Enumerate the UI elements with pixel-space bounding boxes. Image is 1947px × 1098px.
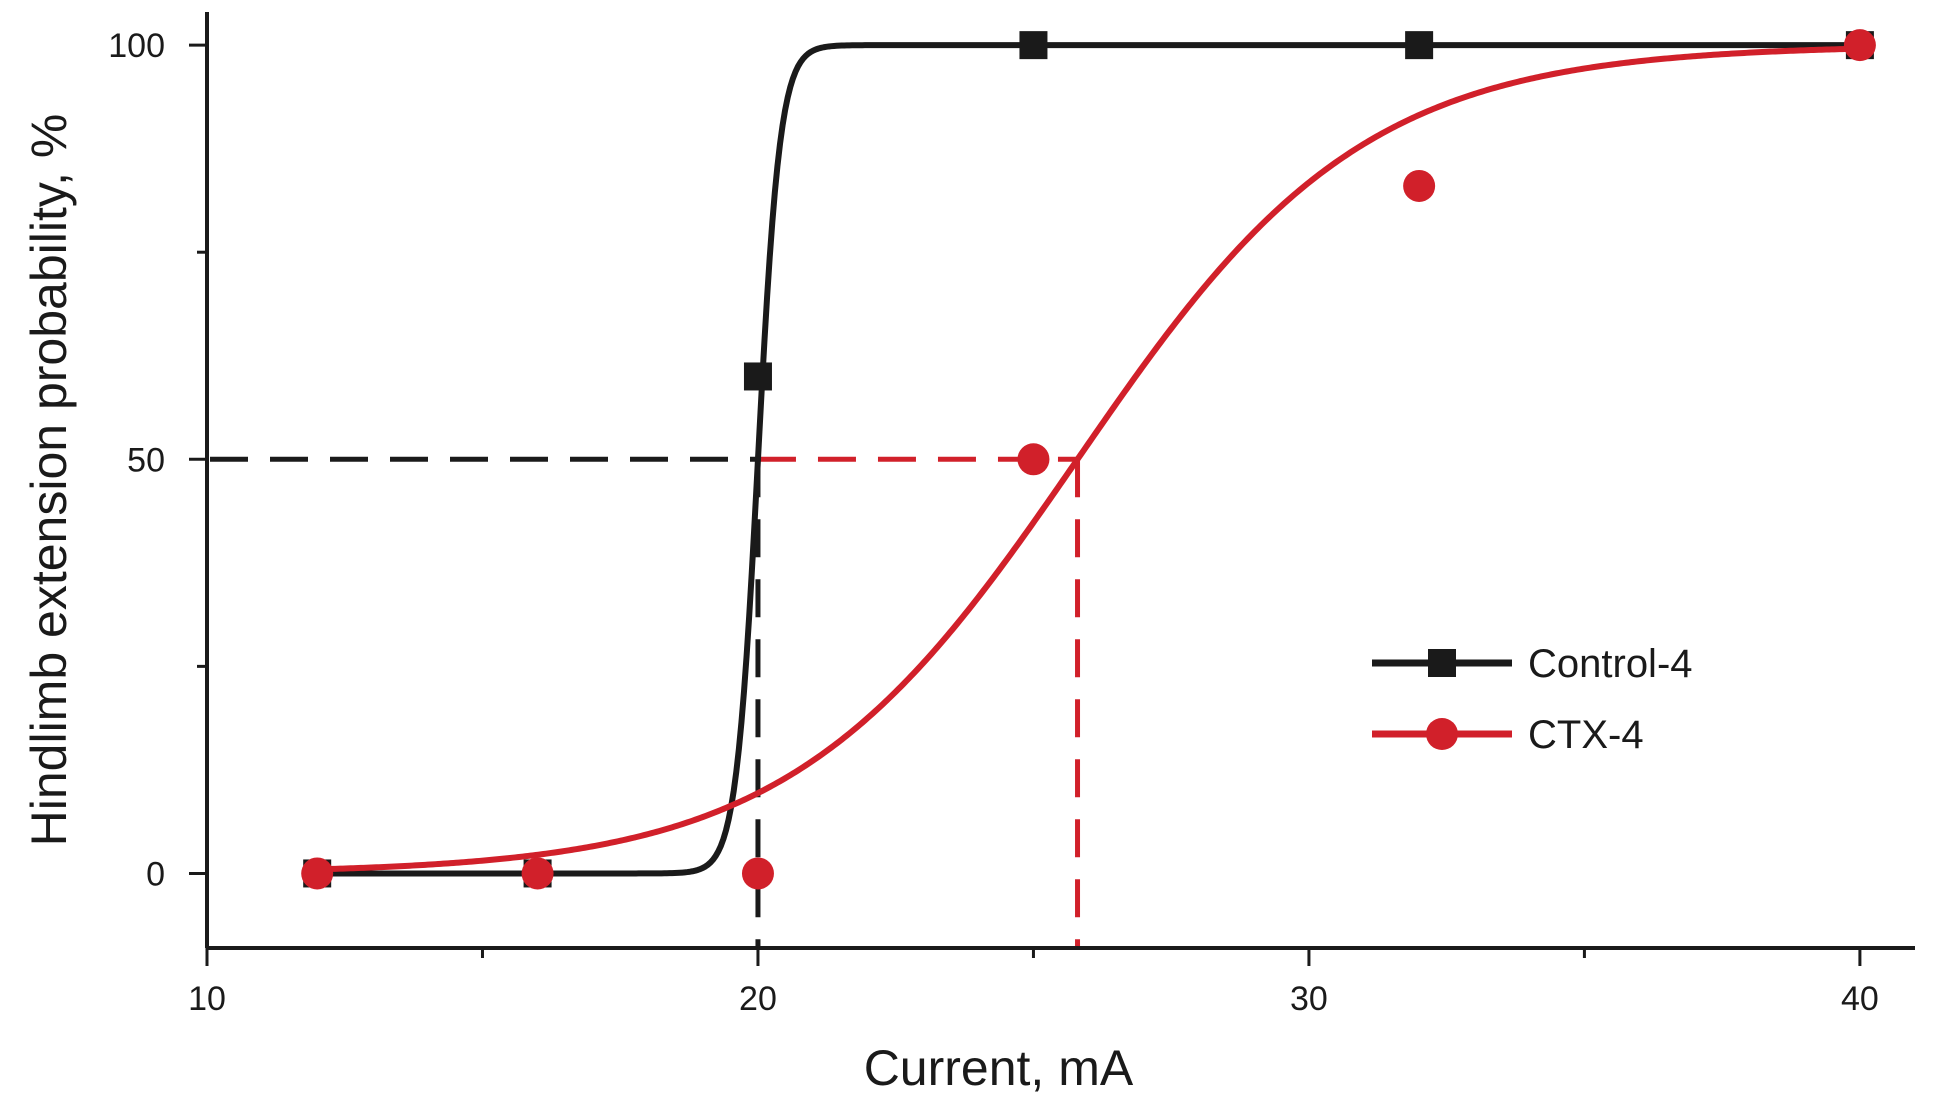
x-tick-label: 30 xyxy=(1290,980,1328,1018)
ctx-point xyxy=(741,857,774,890)
axes: 10 20 30 40 0 50 100 xyxy=(108,12,1915,1018)
control-point xyxy=(1019,31,1048,60)
legend-ctx-label: CTX-4 xyxy=(1528,713,1644,757)
y-axis-title: Hindlimb extension probability, % xyxy=(21,114,77,847)
control-point xyxy=(1405,31,1434,60)
x-tick-label: 10 xyxy=(188,980,226,1018)
ctx-point xyxy=(301,857,334,890)
legend-control-marker xyxy=(1428,649,1456,677)
data-points xyxy=(301,29,1876,890)
legend-ctx-marker xyxy=(1426,718,1458,750)
x-tick-label: 40 xyxy=(1841,980,1879,1018)
control-point xyxy=(743,362,772,391)
y-tick-label: 0 xyxy=(146,855,165,893)
ctx-point xyxy=(521,857,554,890)
legend: Control-4 CTX-4 xyxy=(1372,642,1693,757)
legend-control-label: Control-4 xyxy=(1528,642,1693,686)
control-fit-curve xyxy=(314,42,1863,877)
ctx-point xyxy=(1017,443,1050,476)
ctx-point xyxy=(1843,29,1876,62)
y-tick-label: 100 xyxy=(108,27,165,65)
ctx-fit-curve xyxy=(314,45,1863,873)
x-tick-label: 20 xyxy=(739,980,777,1018)
ctx-point xyxy=(1403,169,1436,202)
y-tick-label: 50 xyxy=(127,441,165,479)
fit-curves xyxy=(314,42,1863,877)
x-axis-title: Current, mA xyxy=(864,1040,1134,1096)
